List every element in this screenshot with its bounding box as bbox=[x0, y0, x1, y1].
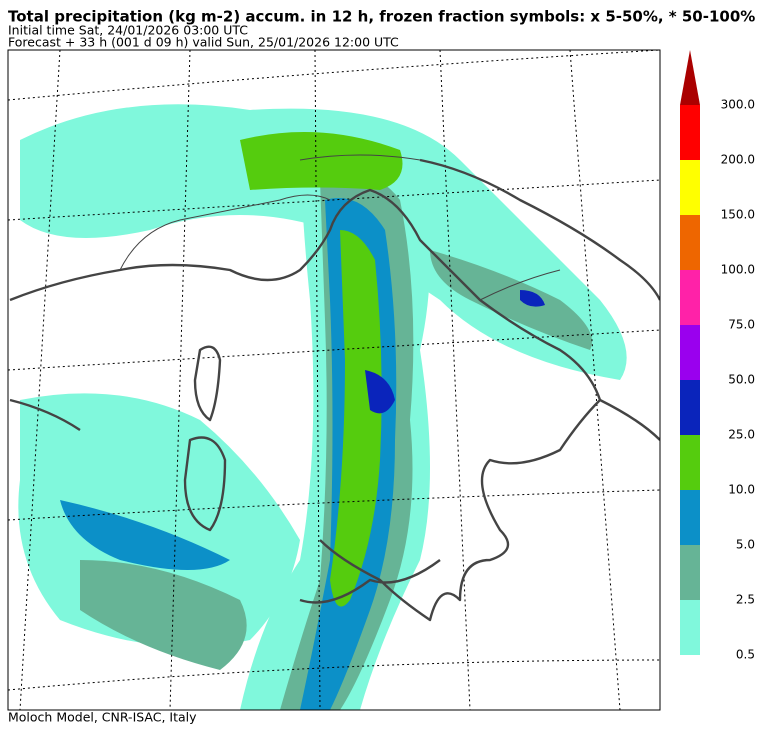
colorbar-label: 10.0 bbox=[728, 483, 755, 497]
forecast-time: Forecast + 33 h (001 d 09 h) valid Sun, … bbox=[8, 35, 399, 50]
colorbar-label: 5.0 bbox=[736, 538, 755, 552]
colorbar-segment bbox=[680, 325, 700, 380]
colorbar-segment bbox=[680, 435, 700, 490]
footer: Moloch Model, CNR-ISAC, Italy bbox=[8, 710, 197, 725]
colorbar-label: 0.5 bbox=[736, 648, 755, 662]
map-frame bbox=[7, 49, 661, 711]
colorbar-label: 50.0 bbox=[728, 373, 755, 387]
title: Total precipitation (kg m-2) accum. in 1… bbox=[8, 8, 755, 26]
map bbox=[7, 49, 661, 711]
colorbar-label: 2.5 bbox=[736, 593, 755, 607]
colorbar-segment bbox=[680, 380, 700, 435]
colorbar-segment bbox=[680, 490, 700, 545]
colorbar-label: 25.0 bbox=[728, 428, 755, 442]
colorbar-segment bbox=[680, 270, 700, 325]
colorbar: 0.5 2.5 5.0 10.0 25.0 50.0 75.0 100.0 150.0 200.0… bbox=[680, 50, 755, 662]
colorbar-segment bbox=[680, 160, 700, 215]
colorbar-segment bbox=[680, 215, 700, 270]
colorbar-label: 300.0 bbox=[721, 98, 755, 112]
colorbar-segment bbox=[680, 105, 700, 160]
colorbar-segment bbox=[680, 600, 700, 655]
colorbar-label: 100.0 bbox=[721, 263, 755, 277]
colorbar-arrow bbox=[680, 50, 700, 105]
colorbar-label: 200.0 bbox=[721, 153, 755, 167]
colorbar-label: 150.0 bbox=[721, 208, 755, 222]
initial-time: Initial time Sat, 24/01/2026 03:00 UTC bbox=[8, 23, 248, 38]
colorbar-label: 75.0 bbox=[728, 318, 755, 332]
colorbar-segment bbox=[680, 545, 700, 600]
